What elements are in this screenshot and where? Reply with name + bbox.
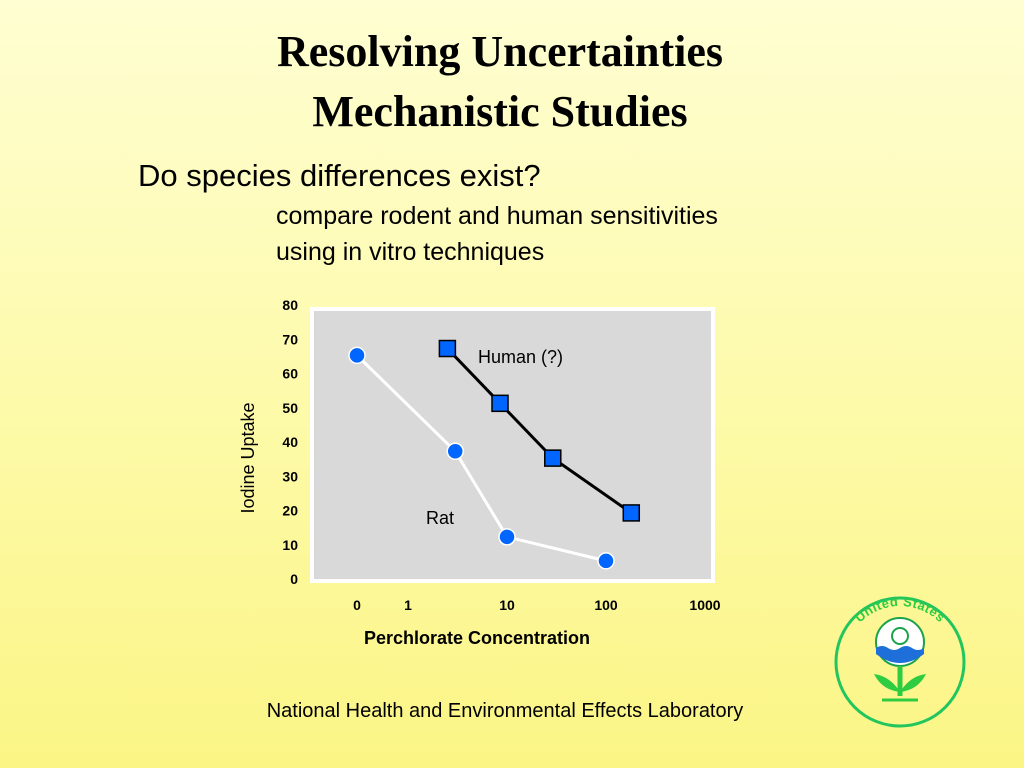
sub-bullet-line2: using in vitro techniques	[276, 238, 545, 266]
bullet-question: Do species differences exist?	[138, 158, 541, 193]
data-point-human	[438, 339, 457, 358]
y-tick-label: 20	[282, 503, 298, 519]
data-point-human	[491, 394, 509, 413]
data-point-rat	[348, 346, 366, 365]
x-axis-label: Perchlorate Concentration	[364, 628, 590, 648]
data-point-human	[622, 504, 641, 522]
y-tick-label: 0	[290, 571, 298, 587]
data-point-human	[544, 449, 562, 467]
data-point-rat	[498, 528, 516, 546]
x-tick-label: 10	[499, 597, 515, 613]
y-tick-label: 70	[282, 331, 298, 347]
y-tick-label: 50	[282, 400, 298, 416]
slide-title-line1: Resolving Uncertainties	[276, 27, 724, 76]
x-tick-label: 1000	[689, 597, 720, 613]
sub-bullet-line1: compare rodent and human sensitivities	[276, 202, 718, 230]
y-tick-label: 60	[282, 366, 298, 382]
data-point-rat	[597, 552, 615, 570]
y-tick-label: 40	[282, 434, 298, 450]
series-label-rat: Rat	[426, 508, 454, 528]
x-tick-label: 0	[353, 597, 361, 613]
y-axis-label: Iodine Uptake	[238, 402, 258, 513]
series-label-human: Human (?)	[478, 347, 563, 367]
y-tick-label: 30	[282, 468, 298, 484]
x-tick-label: 1	[404, 597, 412, 613]
series-line-rat	[355, 354, 607, 563]
series-line-human	[446, 347, 633, 515]
y-tick-label: 10	[282, 537, 298, 553]
data-point-rat	[446, 442, 464, 461]
x-tick-label: 100	[594, 597, 618, 613]
slide-title-line2: Mechanistic Studies	[312, 87, 688, 136]
y-tick-label: 80	[282, 297, 298, 313]
footer-lab-name: National Health and Environmental Effect…	[266, 700, 744, 722]
epa-seal-logo: United States	[834, 594, 966, 728]
